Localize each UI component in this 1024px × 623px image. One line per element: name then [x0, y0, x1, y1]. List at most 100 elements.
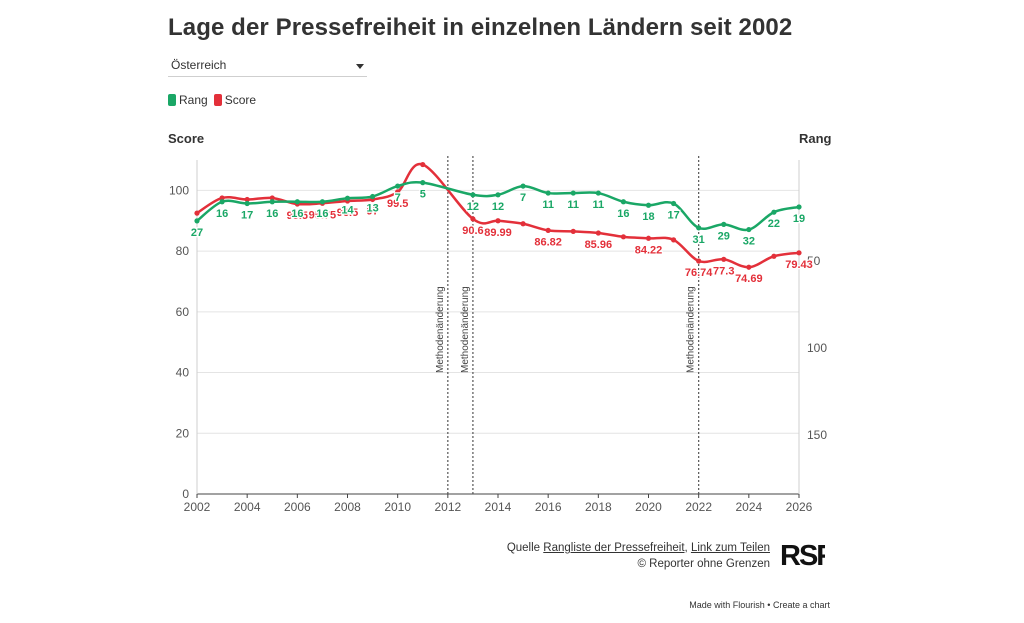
x-tick-label: 2026 — [786, 500, 813, 514]
data-label-rang: 14 — [341, 204, 354, 216]
data-label-score: 95.75 — [309, 209, 337, 221]
data-label-score: 96.5 — [337, 207, 358, 219]
data-point-score — [194, 210, 200, 216]
made-with-flourish-link[interactable]: Made with Flourish — [689, 600, 765, 610]
data-point-score — [219, 195, 225, 201]
data-point-score — [495, 218, 501, 224]
data-label-rang: 16 — [617, 208, 629, 220]
data-label-rang: 12 — [492, 201, 504, 213]
data-label-rang: 22 — [768, 218, 780, 230]
data-point-rang — [696, 225, 702, 231]
legend-label-rang: Rang — [179, 93, 208, 107]
data-label-rang: 7 — [395, 192, 401, 204]
legend-item-rang[interactable]: Rang — [168, 93, 208, 107]
annotation-label: Methodenänderung — [435, 286, 446, 373]
data-point-score — [746, 264, 752, 270]
left-y-tick-label: 20 — [176, 426, 190, 440]
data-label-rang: 18 — [642, 211, 654, 223]
data-point-rang — [395, 183, 401, 189]
x-tick-label: 2012 — [434, 500, 461, 514]
source-prefix: Quelle — [506, 542, 541, 554]
data-point-score — [570, 228, 576, 234]
data-point-rang — [570, 190, 576, 196]
data-label-rang: 11 — [567, 199, 579, 211]
country-select-value: Österreich — [171, 58, 227, 72]
data-point-score — [620, 234, 627, 240]
data-point-rang — [771, 209, 777, 215]
data-label-rang: 11 — [593, 199, 605, 211]
data-label-score: 95.5 — [287, 210, 308, 222]
data-point-rang — [294, 199, 300, 205]
data-label-rang: 16 — [266, 208, 278, 220]
x-tick-label: 2020 — [635, 500, 662, 514]
data-point-score — [545, 227, 551, 233]
source-link-share[interactable]: Link zum Teilen — [690, 542, 770, 554]
data-label-score: 84.22 — [635, 244, 663, 256]
data-label-rang: 17 — [241, 209, 253, 221]
right-axis-title: Rang — [799, 131, 832, 146]
data-label-score: 97 — [366, 205, 378, 217]
data-label-rang: 16 — [216, 208, 228, 220]
x-tick-label: 2010 — [384, 500, 411, 514]
data-point-score — [244, 196, 250, 203]
data-point-score — [269, 195, 275, 201]
data-point-rang — [344, 195, 351, 201]
left-y-tick-label: 40 — [176, 366, 190, 380]
footer-bullet: • — [767, 600, 771, 610]
country-select[interactable]: Österreich — [168, 55, 367, 77]
annotation-label: Methodenänderung — [460, 286, 471, 373]
data-point-rang — [670, 200, 677, 207]
x-tick-label: 2008 — [334, 500, 361, 514]
x-tick-label: 2024 — [735, 500, 762, 514]
data-point-rang — [645, 202, 652, 208]
left-y-tick-label: 60 — [176, 305, 190, 319]
footer: Made with Flourish • Create a chart — [689, 600, 830, 610]
data-label-rang: 16 — [291, 208, 303, 220]
data-label-rang: 32 — [743, 236, 755, 248]
data-point-rang — [595, 190, 601, 196]
data-label-score: 74.69 — [735, 273, 763, 285]
data-point-score — [670, 237, 677, 243]
data-point-score — [520, 221, 526, 227]
data-point-rang — [796, 204, 802, 210]
data-point-rang — [620, 199, 627, 205]
chevron-down-icon[interactable] — [356, 64, 364, 69]
source-copyright: © Reporter ohne Grenzen — [637, 558, 771, 570]
data-point-rang — [746, 226, 752, 233]
data-label-rang: 7 — [520, 192, 526, 204]
source-link-rangliste[interactable]: Rangliste der Pressefreiheit — [543, 542, 685, 554]
legend-swatch-score — [213, 94, 222, 106]
data-point-rang — [520, 183, 526, 189]
data-label-score: 77.3 — [713, 265, 734, 277]
annotation-label: Methodenänderung — [686, 286, 697, 373]
svg-text:RSF: RSF — [780, 540, 825, 570]
data-label-rang: 5 — [420, 189, 426, 201]
data-label-rang: 31 — [693, 234, 705, 246]
data-point-score — [595, 230, 601, 236]
legend: Rang Score — [168, 93, 262, 107]
create-chart-link[interactable]: Create a chart — [772, 600, 830, 610]
legend-item-score[interactable]: Score — [213, 93, 256, 107]
data-point-score — [470, 216, 476, 222]
left-axis-title: Score — [168, 131, 205, 146]
data-point-rang — [194, 218, 200, 224]
x-tick-label: 2018 — [585, 500, 612, 514]
data-point-score — [645, 235, 652, 241]
data-point-score — [721, 256, 727, 262]
data-point-rang — [470, 192, 476, 198]
data-point-score — [771, 253, 777, 259]
left-y-tick-label: 0 — [182, 487, 189, 501]
right-y-tick-label: 50 — [807, 254, 821, 268]
left-y-tick-label: 80 — [176, 244, 190, 258]
data-label-rang: 16 — [316, 208, 328, 220]
source-note: Quelle Rangliste der Pressefreiheit, Lin… — [507, 540, 770, 572]
data-label-rang: 17 — [667, 209, 679, 221]
data-label-rang: 12 — [467, 201, 479, 213]
data-label-score: 90.6 — [462, 225, 483, 237]
data-label-score: 85.96 — [585, 239, 613, 251]
data-point-rang — [269, 199, 275, 205]
source-separator: , — [684, 542, 688, 554]
data-point-rang — [219, 199, 225, 205]
data-label-score: 79.43 — [785, 259, 813, 271]
